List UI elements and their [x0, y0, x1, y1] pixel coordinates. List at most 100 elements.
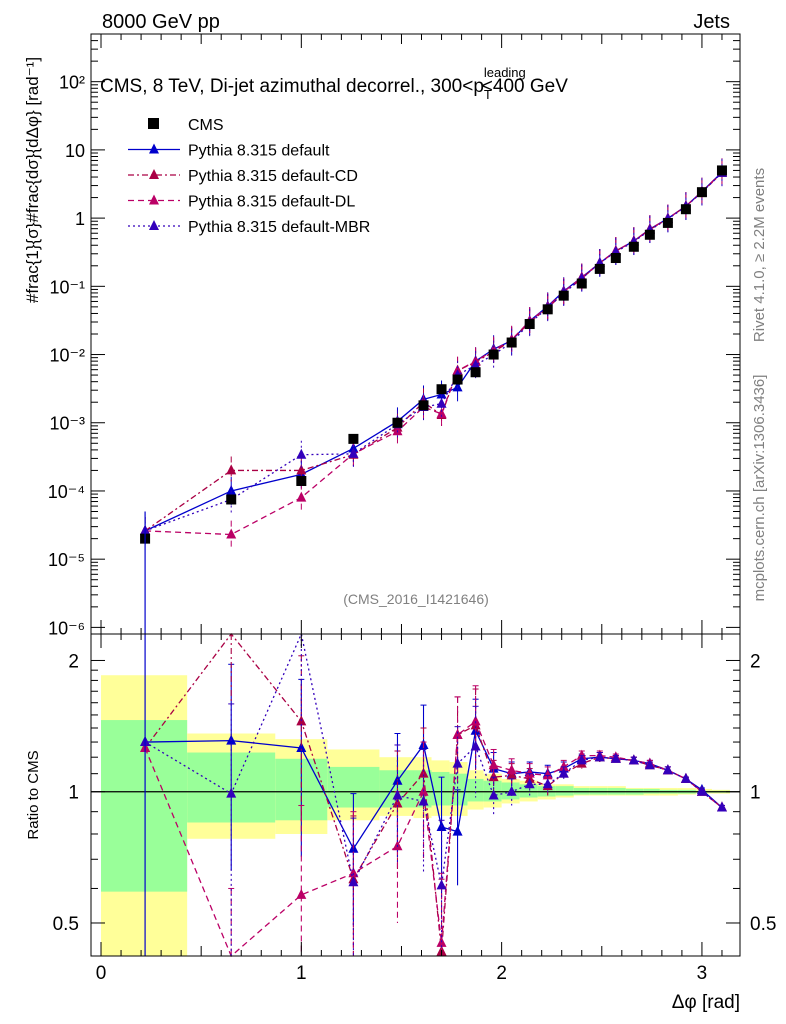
- main-ytick-label: 10: [65, 141, 85, 161]
- ratio-band-green: [483, 780, 502, 802]
- main-ytick-label: 10⁻⁴: [48, 482, 85, 502]
- main-marker-mbr: [348, 447, 359, 458]
- main-marker-cms: [558, 290, 569, 301]
- main-marker-dl: [226, 528, 237, 539]
- main-marker-default: [348, 442, 359, 453]
- legend-marker-default: [149, 143, 159, 154]
- ratio-panel: 0.5 0.5 1 1 2 2 0 1 2 3: [53, 631, 777, 984]
- main-marker-cms: [488, 349, 499, 360]
- ratio-marker-mbr: [506, 785, 517, 796]
- ratio-marker-dl: [348, 867, 359, 878]
- main-marker-cms: [542, 304, 553, 315]
- header-jets-label: Jets: [693, 11, 730, 33]
- ratio-x-axis: 0 1 2 3: [96, 634, 723, 984]
- ratio-marker-mbr: [226, 787, 237, 798]
- ratio-frame: [90, 633, 741, 957]
- ratio-band-green: [431, 771, 450, 806]
- main-panel: 10⁻⁶ 10⁻⁵ 10⁻⁴ 10⁻³ 10⁻² 10⁻¹ 1 10 10²: [48, 33, 741, 638]
- ratio-band-green: [467, 778, 484, 802]
- ratio-xtick-label: 2: [496, 963, 507, 984]
- legend-marker-mbr: [149, 220, 159, 230]
- main-marker-dl: [436, 407, 447, 418]
- ratio-marker-mbr: [542, 778, 553, 789]
- main-marker-mbr: [470, 359, 481, 370]
- legend-label: Pythia 8.315 default-DL: [188, 194, 355, 211]
- ratio-marker-mbr: [418, 795, 429, 806]
- ratio-band-green: [555, 786, 574, 796]
- ratio-xtick-label: 1: [296, 963, 307, 984]
- ratio-marker-mbr: [576, 754, 587, 765]
- ratio-ytick-label-right: 0.5: [750, 914, 776, 935]
- analysis-watermark: (CMS_2016_I1421646): [343, 591, 489, 607]
- main-ytick-label: 10⁻³: [49, 414, 85, 434]
- main-ytick-label: 10⁻⁶: [48, 618, 85, 638]
- ratio-uncertainty-bands: [91, 675, 740, 956]
- ratio-marker-dl: [488, 759, 499, 770]
- ratio-marker-mbr: [558, 767, 569, 778]
- main-ytick-label: 1: [75, 209, 85, 229]
- main-marker-cms: [470, 367, 481, 378]
- main-marker-cms: [662, 217, 673, 228]
- ratio-marker-mbr: [716, 801, 727, 812]
- ratio-marker-dl: [470, 715, 481, 726]
- main-marker-cms: [628, 241, 639, 252]
- main-ytick-label: 10²: [59, 73, 85, 93]
- title-prefix: CMS, 8 TeV, Di-jet azimuthal decorrel., …: [100, 76, 484, 97]
- header-energy-label: 8000 GeV pp: [102, 11, 220, 33]
- ratio-marker-mbr: [348, 876, 359, 887]
- main-marker-mbr: [436, 397, 447, 408]
- ratio-marker-mbr: [628, 754, 639, 765]
- main-ytick-label: 10⁻⁵: [48, 550, 85, 570]
- main-marker-cms: [594, 263, 605, 274]
- main-marker-cd: [226, 464, 237, 475]
- ratio-y-axis: 0.5 0.5 1 1 2 2: [53, 651, 777, 935]
- main-marker-cms: [696, 187, 707, 198]
- ratio-marker-dl: [524, 767, 535, 778]
- title-subscript: T: [484, 87, 492, 102]
- legend-marker-dl: [149, 194, 159, 205]
- main-data-layer: [140, 158, 727, 634]
- main-marker-cms: [436, 384, 447, 395]
- ratio-ytick-label: 2: [68, 651, 79, 672]
- main-marker-cms: [524, 319, 535, 330]
- legend-label: Pythia 8.315 default-CD: [188, 168, 358, 185]
- main-y-label: #frac{1}{σ}#frac{dσ}{dΔφ} [rad⁻¹]: [23, 57, 42, 303]
- main-marker-dl: [296, 491, 307, 502]
- main-y-label-text: #frac{1}{σ}#frac{dσ}{dΔφ} [rad⁻¹]: [23, 57, 42, 303]
- ratio-ytick-label-right: 2: [750, 651, 761, 672]
- ratio-marker-mbr: [696, 785, 707, 796]
- main-marker-cms: [644, 229, 655, 240]
- ratio-marker-default: [296, 741, 307, 752]
- ratio-marker-mbr: [680, 772, 691, 783]
- mcplots-label: mcplots.cern.ch [arXiv:1306.3436]: [751, 375, 768, 602]
- main-marker-cms: [392, 417, 403, 428]
- rivet-label: Rivet 4.1.0, ≥ 2.2M events: [751, 168, 768, 342]
- ratio-marker-mbr: [436, 879, 447, 890]
- main-marker-cd: [296, 464, 307, 475]
- ratio-ytick-label-right: 1: [750, 783, 761, 804]
- ratio-xtick-label: 0: [96, 963, 107, 984]
- title-superscript: leading: [484, 65, 526, 80]
- ratio-marker-dl: [506, 764, 517, 775]
- ratio-ytick-label: 1: [68, 783, 79, 804]
- main-marker-cms: [576, 278, 587, 289]
- chart-title: CMS, 8 TeV, Di-jet azimuthal decorrel., …: [100, 65, 568, 102]
- legend-label: CMS: [188, 117, 224, 134]
- main-marker-cms: [610, 253, 621, 264]
- main-marker-cms: [296, 475, 307, 486]
- main-marker-cms: [680, 204, 691, 215]
- legend: CMS Pythia 8.315 default Pythia 8.315 defa…: [128, 117, 370, 236]
- legend-marker-cms: [148, 118, 159, 129]
- main-marker-mbr: [296, 448, 307, 459]
- ratio-marker-mbr: [488, 789, 499, 800]
- main-marker-cms: [348, 433, 359, 444]
- ratio-marker-dl: [452, 728, 463, 739]
- ratio-marker-mbr: [594, 751, 605, 762]
- main-marker-cms: [452, 374, 463, 385]
- ratio-marker-default: [452, 825, 463, 836]
- ratio-marker-mbr: [392, 789, 403, 800]
- x-axis-label: Δφ [rad]: [672, 992, 740, 1013]
- ratio-marker-mbr: [662, 764, 673, 775]
- main-marker-cms: [506, 337, 517, 348]
